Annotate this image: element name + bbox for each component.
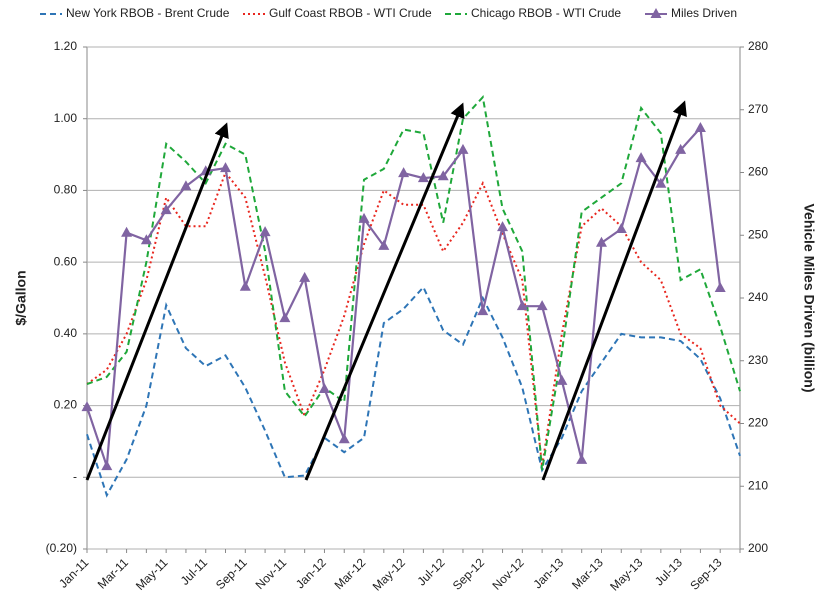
- data-point: [101, 460, 113, 471]
- data-point: [556, 374, 568, 385]
- legend-label: New York RBOB - Brent Crude: [66, 6, 230, 20]
- x-tick-label: Jan-11: [56, 555, 91, 590]
- x-tick-label: Nov-12: [489, 555, 526, 592]
- series-line: [86, 285, 741, 498]
- y2-tick-label: 220: [748, 416, 768, 430]
- y-tick-label: -: [73, 469, 77, 483]
- data-point: [81, 401, 93, 412]
- data-point: [378, 239, 390, 250]
- data-point: [655, 177, 667, 188]
- data-point: [675, 143, 687, 154]
- x-tick-label: Jul-11: [178, 555, 211, 588]
- x-tick-label: May-13: [607, 555, 645, 593]
- trend-arrows: [85, 100, 687, 481]
- x-tick-label: Jul-13: [652, 555, 685, 588]
- legend-label: Miles Driven: [671, 6, 737, 20]
- data-point: [239, 280, 251, 291]
- y2-tick-label: 230: [748, 353, 768, 367]
- y2-tick-label: 270: [748, 102, 768, 116]
- x-tick-label: Mar-12: [332, 555, 369, 592]
- x-tick-label: Sep-12: [450, 555, 487, 592]
- data-point: [121, 226, 133, 237]
- x-tick-label: Sep-13: [687, 555, 724, 592]
- data-point: [318, 382, 330, 393]
- data-point: [576, 453, 588, 464]
- data-point: [615, 222, 627, 233]
- y-tick-label: (0.20): [46, 541, 77, 555]
- y-tick-label: 0.20: [54, 398, 78, 412]
- trend-arrow: [541, 100, 687, 481]
- data-point: [299, 271, 311, 282]
- y-tick-label: 1.00: [54, 111, 78, 125]
- data-point: [338, 433, 350, 444]
- y2-tick-label: 260: [748, 165, 768, 179]
- y-tick-label: 0.40: [54, 326, 78, 340]
- data-point: [398, 167, 410, 178]
- legend-label: Chicago RBOB - WTI Crude: [471, 6, 621, 20]
- x-tick-label: Sep-11: [213, 555, 250, 592]
- y-axis-title: $/Gallon: [13, 270, 29, 325]
- y2-tick-label: 200: [748, 541, 768, 555]
- x-tick-label: May-12: [370, 555, 408, 593]
- data-point: [694, 121, 706, 132]
- data-point: [635, 152, 647, 163]
- data-point: [358, 212, 370, 223]
- data-point: [140, 234, 152, 245]
- x-tick-label: Mar-13: [569, 555, 606, 592]
- legend-marker: [650, 8, 662, 18]
- data-point: [477, 305, 489, 316]
- y-tick-label: 0.60: [54, 254, 78, 268]
- data-point: [259, 226, 271, 237]
- y-tick-label: 1.20: [54, 39, 78, 53]
- x-tick-label: Jan-12: [293, 555, 329, 591]
- data-point: [536, 300, 548, 311]
- data-point: [516, 300, 528, 311]
- data-point: [497, 221, 509, 232]
- x-tick-label: Jul-12: [415, 555, 448, 588]
- data-point: [457, 143, 469, 154]
- series-line: [85, 125, 722, 467]
- data-point: [180, 180, 192, 191]
- y2-axis-title: Vehicle Miles Driven (billion): [801, 203, 817, 392]
- data-point: [220, 162, 232, 173]
- trend-arrow: [304, 102, 465, 481]
- x-tick-label: Mar-11: [95, 555, 131, 591]
- trend-arrow: [85, 122, 229, 481]
- y2-tick-label: 250: [748, 227, 768, 241]
- x-tick-label: May-11: [133, 555, 171, 593]
- x-tick-label: Jan-13: [530, 555, 566, 591]
- data-point: [437, 170, 449, 181]
- y2-tick-label: 240: [748, 290, 768, 304]
- y2-tick-label: 280: [748, 39, 768, 53]
- y-tick-label: 0.80: [54, 183, 78, 197]
- legend: New York RBOB - Brent Crude Gulf Coast RB…: [40, 6, 737, 20]
- data-point: [279, 312, 291, 323]
- data-point: [160, 204, 172, 215]
- y2-tick-label: 210: [748, 478, 768, 492]
- data-point: [417, 172, 429, 183]
- legend-label: Gulf Coast RBOB - WTI Crude: [269, 6, 432, 20]
- data-point: [714, 281, 726, 292]
- x-tick-label: Nov-11: [253, 555, 290, 592]
- series-line: [86, 95, 741, 471]
- plot-layer: (0.20) - 0.20 0.40 0.60 0.80 1.00 1.20 200 210 220…: [46, 39, 769, 593]
- data-point: [595, 236, 607, 247]
